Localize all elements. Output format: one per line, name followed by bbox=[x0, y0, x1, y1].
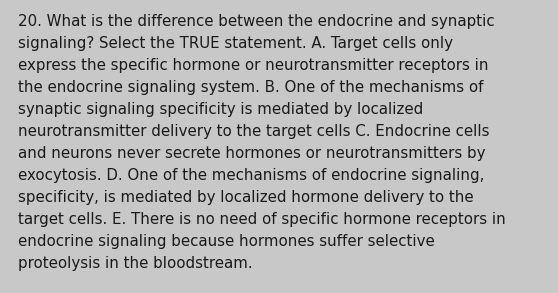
Text: 20. What is the difference between the endocrine and synaptic: 20. What is the difference between the e… bbox=[18, 14, 494, 29]
Text: the endocrine signaling system. B. One of the mechanisms of: the endocrine signaling system. B. One o… bbox=[18, 80, 483, 95]
Text: exocytosis. D. One of the mechanisms of endocrine signaling,: exocytosis. D. One of the mechanisms of … bbox=[18, 168, 484, 183]
Text: target cells. E. There is no need of specific hormone receptors in: target cells. E. There is no need of spe… bbox=[18, 212, 506, 227]
Text: synaptic signaling specificity is mediated by localized: synaptic signaling specificity is mediat… bbox=[18, 102, 424, 117]
Text: and neurons never secrete hormones or neurotransmitters by: and neurons never secrete hormones or ne… bbox=[18, 146, 485, 161]
Text: signaling? Select the TRUE statement. A. Target cells only: signaling? Select the TRUE statement. A.… bbox=[18, 36, 453, 51]
Text: specificity, is mediated by localized hormone delivery to the: specificity, is mediated by localized ho… bbox=[18, 190, 474, 205]
Text: express the specific hormone or neurotransmitter receptors in: express the specific hormone or neurotra… bbox=[18, 58, 488, 73]
Text: proteolysis in the bloodstream.: proteolysis in the bloodstream. bbox=[18, 256, 253, 271]
Text: endocrine signaling because hormones suffer selective: endocrine signaling because hormones suf… bbox=[18, 234, 435, 249]
Text: neurotransmitter delivery to the target cells C. Endocrine cells: neurotransmitter delivery to the target … bbox=[18, 124, 489, 139]
